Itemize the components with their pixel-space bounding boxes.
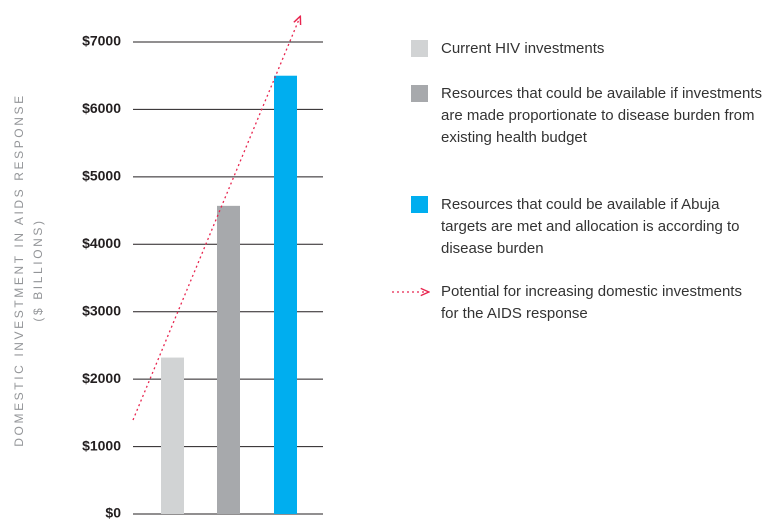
y-tick-label: $7000 — [82, 33, 121, 49]
bar — [161, 357, 184, 514]
legend-swatch — [411, 196, 428, 213]
legend-swatch — [411, 85, 428, 102]
y-tick-label: $5000 — [82, 168, 121, 184]
y-tick-label: $0 — [105, 505, 121, 520]
y-tick-label: $4000 — [82, 235, 121, 251]
y-tick-label: $2000 — [82, 370, 121, 386]
y-tick-label: $3000 — [82, 302, 121, 318]
legend-label: Current HIV investments — [441, 40, 605, 57]
y-tick-label: $6000 — [82, 100, 121, 116]
bar — [217, 205, 240, 514]
y-tick-label: $1000 — [82, 437, 121, 453]
y-axis-label: DOMESTIC INVESTMENT IN AIDS RESPONSE — [12, 93, 26, 446]
bar — [274, 75, 297, 514]
y-axis-unit: ($ BILLIONS) — [31, 218, 45, 321]
legend-label: Resources that could be available if inv… — [441, 85, 763, 146]
legend-label: Resources that could be available if Abu… — [441, 196, 740, 257]
legend-swatch — [411, 40, 428, 57]
legend-label: Potential for increasing domestic invest… — [441, 283, 742, 322]
